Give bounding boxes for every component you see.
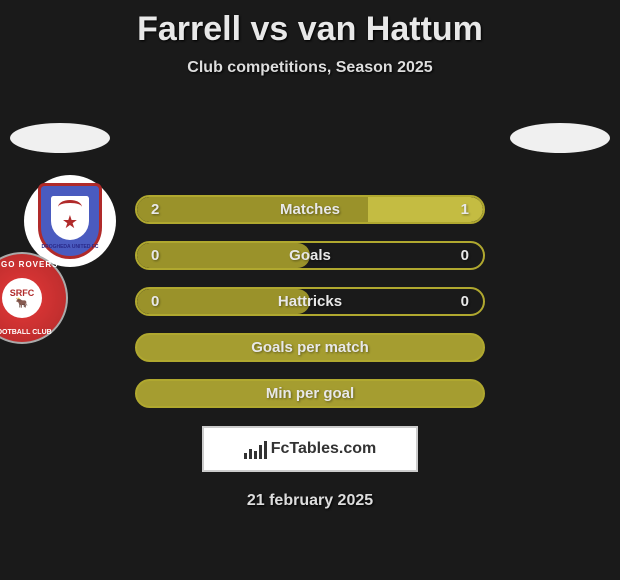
- right-badge-bottom-text: FOOTBALL CLUB: [0, 329, 66, 336]
- right-badge-abbr: SRFC: [10, 288, 35, 298]
- stats-container: 2 Matches 1 0 Goals 0 0 Hattricks 0 Goal…: [135, 195, 485, 408]
- right-badge-center: SRFC 🐂: [2, 278, 42, 318]
- stat-label: Matches: [137, 201, 483, 218]
- stat-row-gpm: Goals per match: [135, 333, 485, 362]
- stat-label: Min per goal: [137, 385, 483, 402]
- right-player-oval: [510, 123, 610, 153]
- stat-value-right: 0: [461, 293, 469, 310]
- logo-text: FcTables.com: [271, 440, 377, 458]
- page-title: Farrell vs van Hattum: [0, 0, 620, 49]
- stat-label: Hattricks: [137, 293, 483, 310]
- date-text: 21 february 2025: [0, 492, 620, 510]
- fctables-logo: FcTables.com: [202, 426, 418, 472]
- stat-row-mpg: Min per goal: [135, 379, 485, 408]
- left-badge-text: DROGHEDA UNITED FC: [41, 244, 99, 250]
- left-club-badge: ★ DROGHEDA UNITED FC: [24, 175, 116, 267]
- stat-row-matches: 2 Matches 1: [135, 195, 485, 224]
- stat-value-right: 1: [461, 201, 469, 218]
- stat-label: Goals: [137, 247, 483, 264]
- star-icon: ★: [62, 212, 78, 233]
- subtitle: Club competitions, Season 2025: [0, 59, 620, 77]
- bull-icon: 🐂: [16, 298, 28, 309]
- stat-label: Goals per match: [137, 339, 483, 356]
- stat-row-goals: 0 Goals 0: [135, 241, 485, 270]
- stat-row-hattricks: 0 Hattricks 0: [135, 287, 485, 316]
- left-player-oval: [10, 123, 110, 153]
- right-club-badge: SLIGO ROVERS SRFC 🐂 FOOTBALL CLUB: [0, 252, 68, 344]
- bar-chart-icon: [244, 439, 267, 459]
- stat-value-right: 0: [461, 247, 469, 264]
- right-badge-top-text: SLIGO ROVERS: [0, 260, 66, 269]
